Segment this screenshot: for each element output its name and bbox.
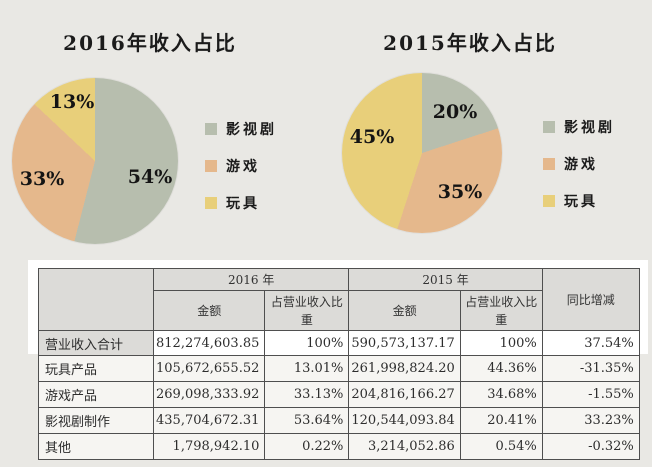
table-header-2016: 2016 年 [152,268,350,291]
legend-label-game: 游戏 [226,159,260,175]
table-cell: 120,544,093.84 [348,407,461,434]
table-cell: 53.64% [264,407,350,434]
table-header-2015: 2015 年 [348,268,543,291]
legend-item-drama: 影视剧 [205,119,277,139]
table-header-yoy: 同比增减 [541,268,640,331]
row-label: 玩具产品 [38,355,154,382]
table-cell: 34.68% [459,381,543,408]
table-cell: 13.01% [264,355,350,382]
table-row-other: 其他 1,798,942.10 0.22% 3,214,052.86 0.54%… [38,433,640,460]
revenue-table: 2016 年 2015 年 同比增减 金额 占营业收入比重 金额 占营业收入比重… [38,268,640,460]
table-cell: 44.36% [459,355,543,382]
table-header-amount-2016: 金额 [152,290,266,331]
table-cell: 100% [264,330,350,356]
legend-label-drama: 影视剧 [564,120,615,136]
pie-2016-pct-game: 33% [19,168,65,190]
legend-label-toy: 玩具 [226,196,260,212]
pie-2015-pct-game: 35% [437,181,483,203]
table-cell: 1,798,942.10 [152,433,266,460]
table-cell: 33.13% [264,381,350,408]
legend-swatch-drama-icon [205,123,217,135]
pie-2016-pct-drama: 54% [127,166,173,188]
table-row-drama: 影视剧制作 435,704,672.31 53.64% 120,544,093.… [38,407,640,434]
legend-2016: 影视剧 游戏 玩具 [205,119,277,213]
legend-item-game: 游戏 [543,154,615,174]
table-cell: 20.41% [459,407,543,434]
row-label: 其他 [38,433,154,460]
legend-label-toy: 玩具 [564,194,598,210]
pie-2015-pct-toy: 45% [349,126,395,148]
legend-swatch-toy-icon [543,195,555,207]
legend-label-game: 游戏 [564,157,598,173]
table-cell: 105,672,655.52 [152,355,266,382]
pie-2016-title: 2016年收入占比 [63,31,237,55]
table-cell: 812,274,603.85 [152,330,266,356]
legend-item-drama: 影视剧 [543,117,615,137]
table-cell: 269,098,333.92 [152,381,266,408]
table-cell: 3,214,052.86 [348,433,461,460]
legend-swatch-drama-icon [543,121,555,133]
pie-2015-title: 2015年收入占比 [383,31,557,55]
table-cell: 590,573,137.17 [348,330,461,356]
table-sub-header-row: 金额 占营业收入比重 金额 占营业收入比重 [39,290,640,331]
legend-item-toy: 玩具 [543,191,615,211]
row-label: 游戏产品 [38,381,154,408]
legend-label-drama: 影视剧 [226,122,277,138]
table-row-total: 营业收入合计 812,274,603.85 100% 590,573,137.1… [38,330,640,356]
table-header-ratio-2016: 占营业收入比重 [264,290,350,331]
table-cell: -31.35% [541,355,640,382]
pie-chart-2015 [342,73,502,233]
row-label: 营业收入合计 [38,330,154,356]
table-cell: 0.54% [459,433,543,460]
table-cell: 435,704,672.31 [152,407,266,434]
table-header-amount-2015: 金额 [348,290,461,331]
table-corner-cell [38,268,154,331]
legend-item-game: 游戏 [205,156,277,176]
legend-swatch-toy-icon [205,197,217,209]
table-cell: 37.54% [541,330,640,356]
row-label: 影视剧制作 [38,407,154,434]
revenue-table-wrapper: 2016 年 2015 年 同比增减 金额 占营业收入比重 金额 占营业收入比重… [38,268,640,460]
table-cell: 0.22% [264,433,350,460]
table-year-header-row: 2016 年 2015 年 同比增减 [38,268,640,331]
pie-2016-pct-toy: 13% [49,91,95,113]
legend-2015: 影视剧 游戏 玩具 [543,117,615,211]
table-cell: -1.55% [541,381,640,408]
pie-2015-pct-drama: 20% [432,101,478,123]
table-header-ratio-2015: 占营业收入比重 [459,290,543,331]
table-cell: 100% [459,330,543,356]
table-cell: -0.32% [541,433,640,460]
legend-item-toy: 玩具 [205,193,277,213]
pie-chart-2016 [12,78,178,244]
table-row-toy: 玩具产品 105,672,655.52 13.01% 261,998,824.2… [38,355,640,382]
legend-swatch-game-icon [543,158,555,170]
table-cell: 33.23% [541,407,640,434]
table-cell: 204,816,166.27 [348,381,461,408]
table-row-game: 游戏产品 269,098,333.92 33.13% 204,816,166.2… [38,381,640,408]
table-cell: 261,998,824.20 [348,355,461,382]
legend-swatch-game-icon [205,160,217,172]
